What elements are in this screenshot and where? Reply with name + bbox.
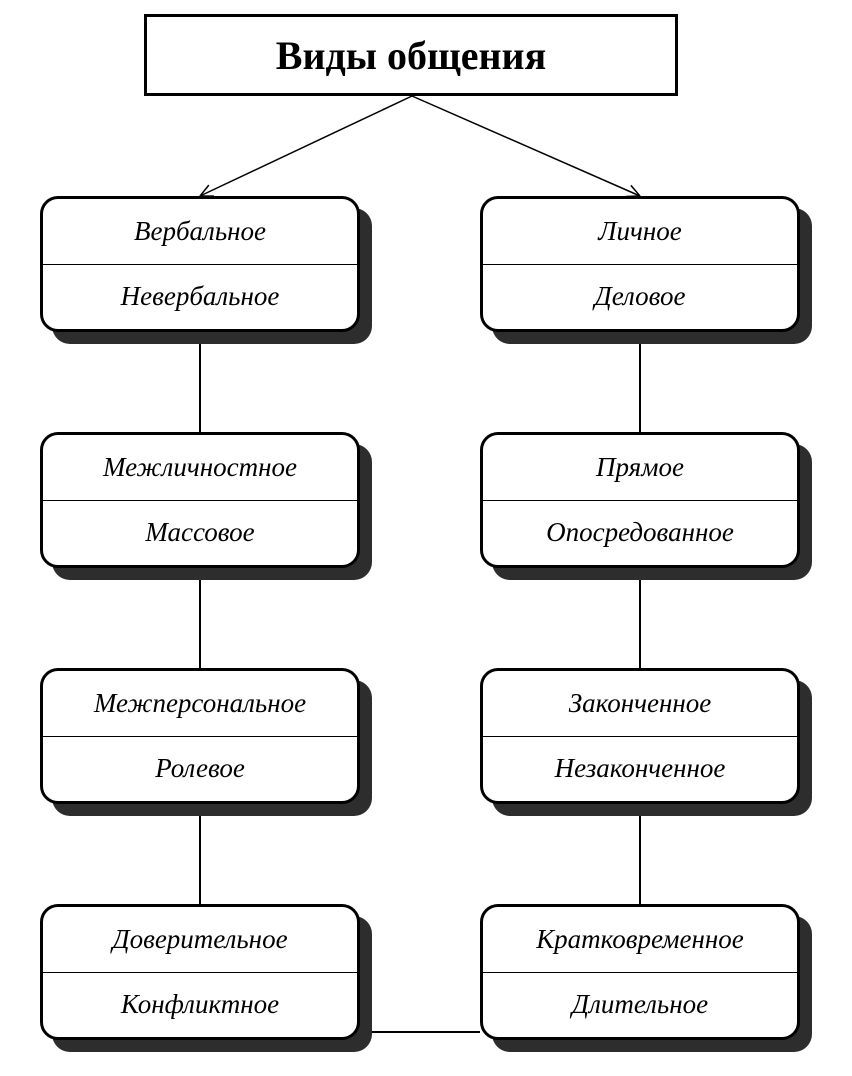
connector-line	[200, 96, 412, 196]
node-divider	[483, 972, 797, 973]
diagram-node: МежперсональноеРолевое	[40, 668, 360, 804]
node-cell-bottom: Невербальное	[43, 264, 357, 329]
node-cell-top: Вербальное	[43, 199, 357, 264]
node-cell-top: Кратковременное	[483, 907, 797, 972]
node-divider	[483, 736, 797, 737]
node-cell-bottom: Массовое	[43, 500, 357, 565]
node-cell-top: Прямое	[483, 435, 797, 500]
node-divider	[483, 264, 797, 265]
node-cell-bottom: Конфликтное	[43, 972, 357, 1037]
diagram-node: КратковременноеДлительное	[480, 904, 800, 1040]
node-cell-bottom: Незаконченное	[483, 736, 797, 801]
diagram-node: ВербальноеНевербальное	[40, 196, 360, 332]
node-divider	[483, 500, 797, 501]
diagram-node: ЗаконченноеНезаконченное	[480, 668, 800, 804]
diagram-node: МежличностноеМассовое	[40, 432, 360, 568]
node-cell-top: Межличностное	[43, 435, 357, 500]
node-cell-top: Личное	[483, 199, 797, 264]
node-divider	[43, 264, 357, 265]
node-cell-top: Межперсональное	[43, 671, 357, 736]
node-cell-bottom: Длительное	[483, 972, 797, 1037]
node-cell-bottom: Ролевое	[43, 736, 357, 801]
diagram-node: ЛичноеДеловое	[480, 196, 800, 332]
node-divider	[43, 736, 357, 737]
node-divider	[43, 972, 357, 973]
diagram-node: ДоверительноеКонфликтное	[40, 904, 360, 1040]
node-cell-top: Законченное	[483, 671, 797, 736]
diagram-node: ПрямоеОпосредованное	[480, 432, 800, 568]
node-cell-top: Доверительное	[43, 907, 357, 972]
connector-line	[412, 96, 640, 196]
node-divider	[43, 500, 357, 501]
node-cell-bottom: Деловое	[483, 264, 797, 329]
node-cell-bottom: Опосредованное	[483, 500, 797, 565]
